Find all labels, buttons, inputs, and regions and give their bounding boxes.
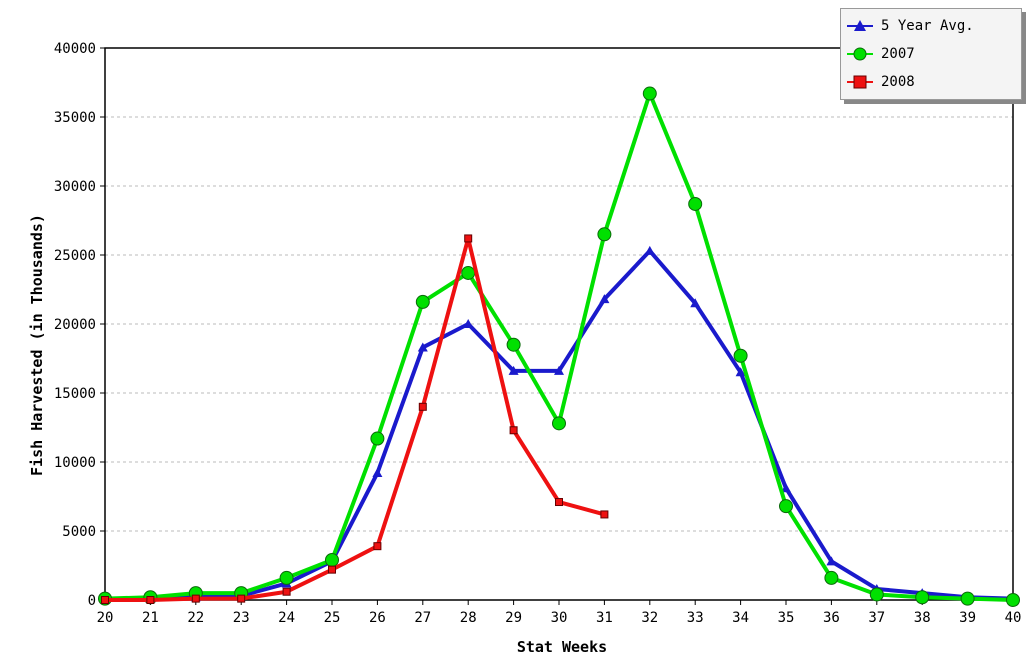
data-point: [508, 365, 519, 375]
axes: 0 5000 10000 15000 20000 25000 30000 35000 40000…: [54, 41, 1022, 626]
legend-item-5yr: 5 Year Avg.: [847, 15, 974, 37]
data-point: [237, 594, 246, 603]
data-point: [370, 431, 385, 446]
data-point: [325, 552, 339, 567]
data-point: [1006, 593, 1020, 607]
y-tick-label: 5000: [62, 524, 96, 540]
legend: 5 Year Avg. 2007 2008: [840, 8, 1022, 100]
data-point: [600, 510, 609, 519]
data-point: [869, 587, 884, 602]
y-tick-label: 25000: [54, 248, 96, 264]
x-tick-label: 37: [868, 610, 885, 626]
data-point: [552, 416, 566, 431]
data-point: [372, 468, 383, 478]
series-line: [104, 91, 1014, 602]
x-tick-label: 38: [914, 610, 931, 626]
data-point: [279, 570, 294, 585]
x-axis-title: Stat Weeks: [517, 638, 607, 656]
data-point: [781, 483, 791, 493]
y-tick-label: 20000: [54, 317, 96, 333]
x-tick-label: 26: [369, 610, 386, 626]
data-point: [915, 590, 930, 605]
data-point: [463, 319, 474, 328]
data-point: [735, 367, 746, 377]
x-tick-label: 29: [505, 610, 522, 626]
data-point: [282, 587, 291, 596]
x-tick-label: 25: [324, 610, 341, 626]
x-tick-label: 28: [460, 610, 477, 626]
data-point: [373, 542, 382, 551]
data-point: [415, 294, 430, 309]
data-point: [824, 570, 839, 585]
data-point: [826, 556, 837, 566]
x-tick-label: 30: [551, 610, 568, 626]
x-tick-label: 40: [1005, 610, 1022, 626]
series-line: [105, 236, 605, 602]
data-point: [464, 234, 473, 243]
data-point: [599, 294, 610, 304]
legend-label: 5 Year Avg.: [881, 18, 974, 34]
x-tick-label: 27: [414, 610, 431, 626]
data-point: [733, 348, 748, 363]
data-point: [191, 594, 200, 603]
data-point: [688, 196, 703, 211]
triangle-marker-icon: [847, 20, 873, 31]
x-tick-label: 34: [732, 610, 749, 626]
data-point: [597, 227, 612, 242]
data-point: [644, 245, 655, 255]
x-tick-label: 35: [778, 610, 795, 626]
data-point: [418, 402, 427, 411]
legend-label: 2007: [881, 46, 915, 62]
y-tick-label: 40000: [54, 41, 96, 57]
data-point: [328, 565, 336, 574]
legend-label: 2008: [881, 74, 915, 90]
data-point: [642, 86, 657, 101]
x-tick-label: 36: [823, 610, 840, 626]
x-tick-label: 32: [641, 610, 658, 626]
data-point: [101, 596, 109, 604]
data-point: [554, 365, 564, 375]
y-tick-label: 30000: [54, 179, 96, 195]
data-point: [555, 498, 563, 507]
data-point: [417, 342, 428, 352]
legend-item-2007: 2007: [847, 43, 915, 65]
square-marker-icon: [847, 75, 873, 89]
grid: [105, 116, 1013, 532]
x-tick-label: 20: [97, 610, 114, 626]
x-tick-label: 33: [687, 610, 704, 626]
y-tick-label: 35000: [54, 110, 96, 126]
plot-frame: [104, 47, 1014, 601]
legend-item-2008: 2008: [847, 71, 915, 93]
data-point: [146, 596, 155, 604]
y-tick-label: 0: [88, 593, 96, 609]
y-tick-label: 10000: [54, 455, 96, 471]
y-tick-label: 15000: [54, 386, 96, 402]
data-point: [509, 426, 518, 435]
circle-marker-icon: [847, 47, 873, 61]
x-tick-label: 24: [278, 610, 295, 626]
data-point: [690, 298, 701, 308]
x-tick-label: 21: [142, 610, 159, 626]
x-tick-label: 22: [187, 610, 204, 626]
series-layer: [98, 86, 1020, 607]
data-point: [506, 337, 521, 352]
data-point: [461, 265, 476, 280]
data-point: [960, 591, 975, 606]
x-tick-label: 31: [596, 610, 613, 626]
x-tick-label: 39: [959, 610, 976, 626]
x-tick-label: 23: [233, 610, 250, 626]
y-axis-title: Fish Harvested (in Thousands): [28, 214, 46, 476]
data-point: [779, 499, 793, 514]
